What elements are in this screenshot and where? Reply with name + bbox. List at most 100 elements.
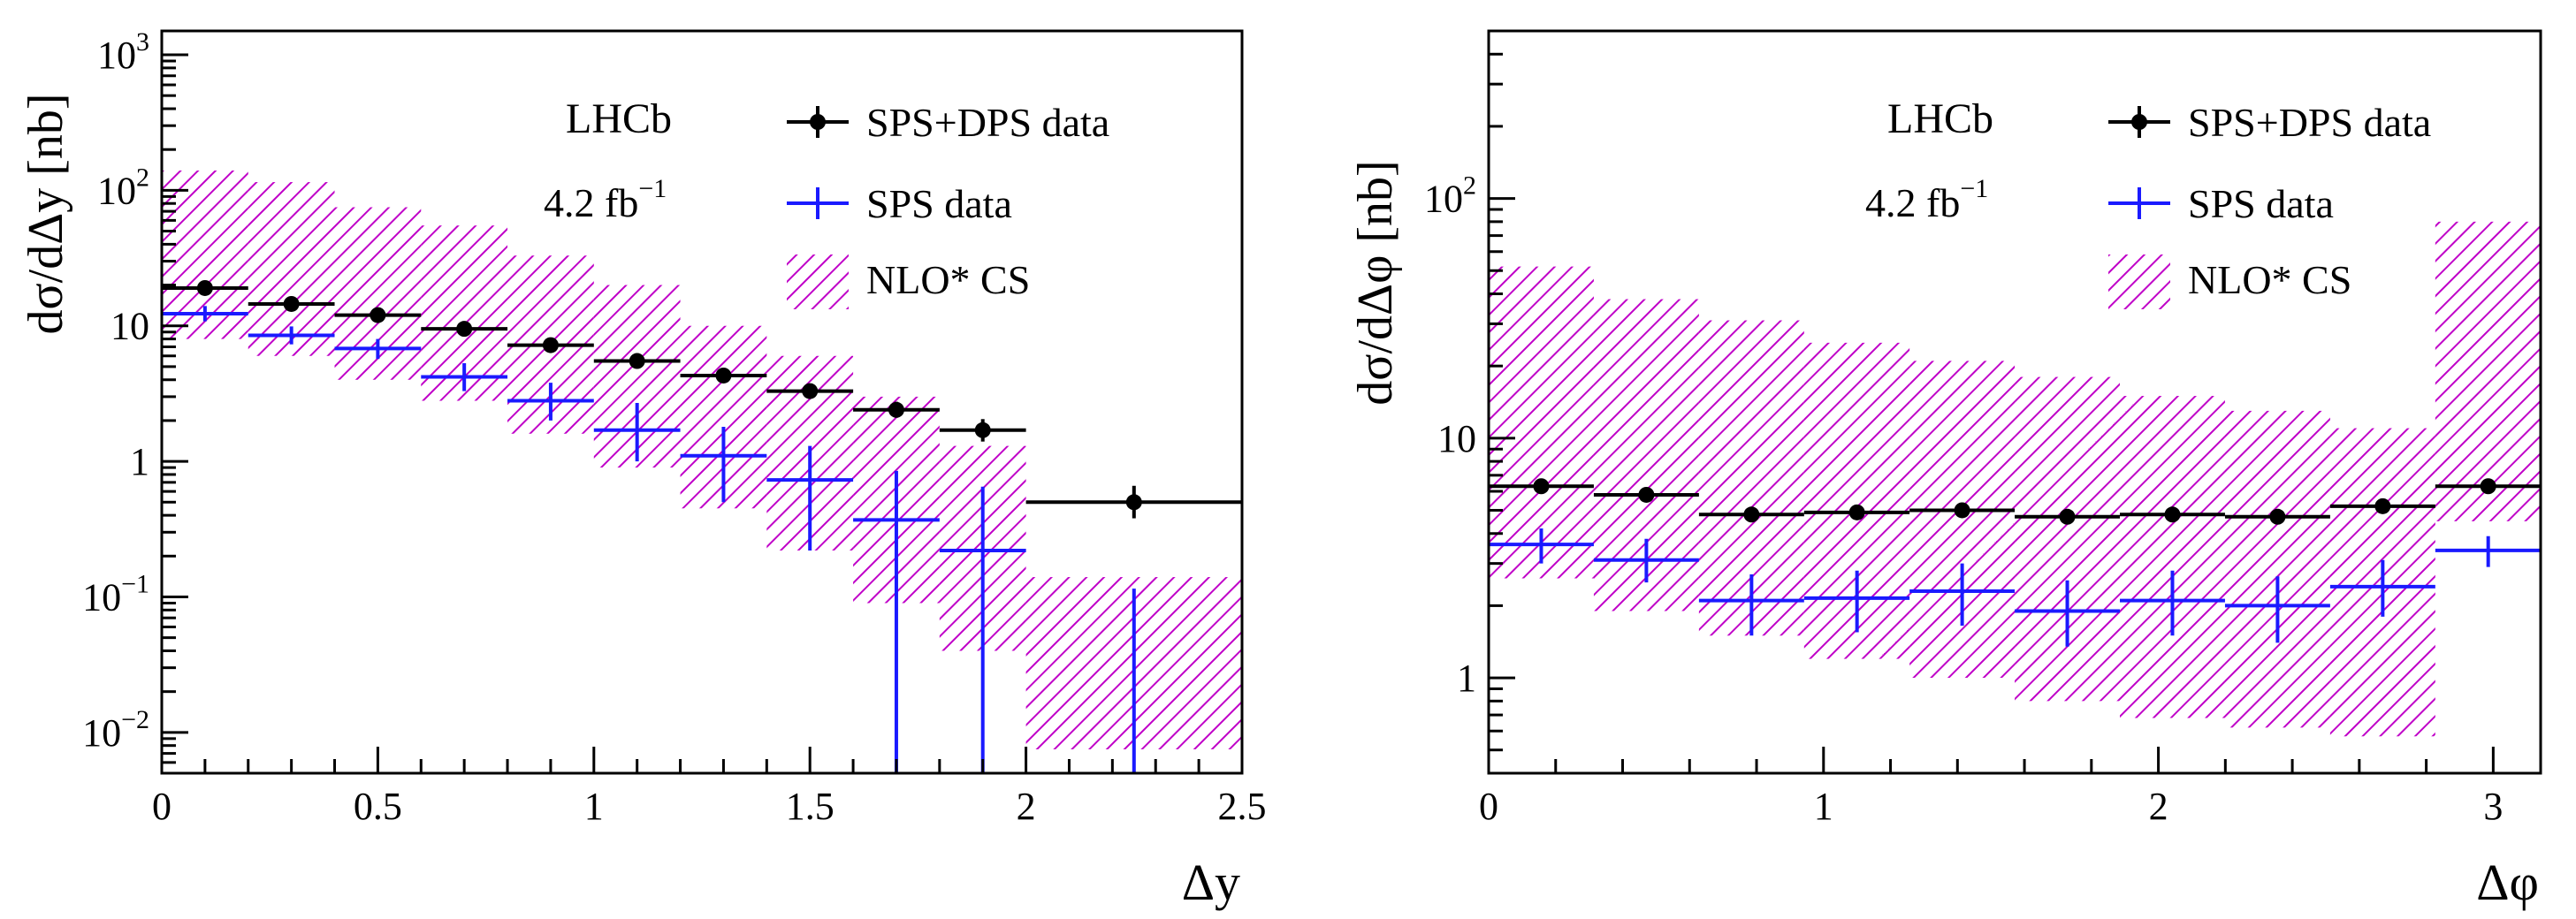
x-tick-label: 2 [2149, 785, 2168, 828]
nlo-band-layer [162, 170, 1242, 749]
data-point [507, 337, 594, 353]
marker [1954, 502, 1970, 519]
legend-entry-sps: SPS data [2108, 181, 2334, 226]
x-tick-label: 2 [1017, 785, 1036, 828]
annotation: LHCb 4.2 fb−1 [544, 95, 672, 225]
legend-entry-sps-dps: SPS+DPS data [2108, 100, 2431, 145]
data-point [421, 321, 508, 338]
legend-label-nlo: NLO* CS [866, 257, 1030, 302]
data-point [334, 338, 422, 360]
nlo-band-bin-9 [2435, 221, 2541, 521]
data-point [593, 402, 681, 462]
marker [2374, 497, 2391, 514]
y-axis-title: dσ/dΔy [nb] [19, 93, 73, 334]
legend-label-nlo: NLO* CS [2188, 257, 2351, 302]
data-series-layer [1489, 478, 2541, 647]
data-point [939, 419, 1026, 442]
x-tick-label: 1 [584, 785, 604, 828]
marker [456, 321, 473, 338]
data-point [2329, 497, 2435, 514]
x-tick-label: 0 [152, 785, 171, 828]
x-tick-label: 1.5 [786, 785, 835, 828]
data-point [2224, 576, 2330, 643]
marker [1125, 494, 1142, 511]
data-point [939, 486, 1026, 773]
data-point [853, 470, 940, 773]
nlo-band-bin-6 [2120, 396, 2225, 718]
marker [196, 279, 213, 296]
plot-frame [160, 29, 1244, 775]
x-tick-label: 1 [1814, 785, 1833, 828]
data-point [248, 295, 335, 312]
marker [2269, 508, 2286, 525]
x-tick-label: 3 [2483, 785, 2503, 828]
marker [1743, 506, 1760, 523]
y-tick-label: 10−1 [82, 569, 149, 619]
data-point [1489, 478, 1594, 495]
luminosity-label: 4.2 fb−1 [544, 174, 667, 225]
data-point [853, 401, 940, 418]
legend-entry-nlo: NLO* CS [2108, 254, 2351, 309]
marker [802, 383, 819, 399]
y-axis-title: dσ/dΔφ [nb] [1348, 160, 1403, 405]
y-tick-label: 103 [97, 27, 149, 77]
marker [370, 307, 386, 323]
nlo-band-bin-5 [2015, 376, 2121, 702]
data-point [680, 426, 767, 503]
legend-entry-sps: SPS data [787, 181, 1012, 226]
nlo-band-layer [1489, 221, 2541, 737]
data-point [2015, 580, 2121, 647]
marker [715, 367, 732, 384]
marker [2059, 508, 2076, 525]
annotation: LHCb 4.2 fb−1 [1865, 95, 1993, 225]
data-point [162, 279, 248, 296]
data-point [1803, 570, 1910, 633]
legend: SPS+DPS data SPS data NLO* CS [2108, 100, 2431, 309]
data-point [2435, 478, 2541, 495]
marker [1638, 486, 1655, 503]
data-point [766, 383, 854, 399]
data-point [2120, 506, 2225, 523]
legend-label-sps: SPS data [2188, 181, 2334, 226]
data-point [1025, 485, 1242, 519]
experiment-label: LHCb [566, 95, 672, 142]
experiment-label: LHCb [1887, 95, 1993, 142]
marker [1533, 478, 1550, 495]
x-tick-label: 0 [1479, 785, 1498, 828]
data-point [1909, 563, 2016, 627]
marker [2164, 506, 2181, 523]
series-sps-data [162, 306, 1136, 773]
y-tick-label: 102 [97, 163, 149, 212]
series-sps-dps-data [1489, 478, 2541, 525]
data-point [2435, 535, 2541, 567]
y-tick-label: 10−2 [82, 705, 149, 755]
data-point [1593, 538, 1699, 583]
legend-entry-nlo: NLO* CS [787, 254, 1030, 309]
luminosity-value: 4.2 fb [544, 180, 638, 225]
x-axis-title: Δy [1182, 854, 1240, 911]
y-tick-label: 102 [1424, 171, 1476, 221]
axis-ticks: 0 1 2 3 1 10 102 [1424, 29, 2503, 828]
axis-ticks: 0 0.5 1 1.5 2 2.5 10−2 10−1 1 10 102 103 [82, 27, 1266, 828]
legend-label-sps-dps: SPS+DPS data [866, 100, 1109, 145]
data-point [1489, 528, 1594, 564]
luminosity-value: 4.2 fb [1865, 180, 1960, 225]
data-point [2120, 570, 2225, 636]
marker [283, 295, 300, 312]
data-point [680, 367, 767, 384]
marker [2480, 478, 2496, 495]
data-series-layer [162, 279, 1242, 773]
data-point [1698, 506, 1804, 523]
nlo-band-bin-4 [1909, 361, 2016, 679]
data-point [2015, 508, 2121, 525]
data-point [2224, 508, 2330, 525]
data-point [162, 306, 248, 322]
plot-frame [1487, 29, 2542, 775]
y-tick-label: 10 [1437, 417, 1476, 460]
data-point [1803, 504, 1910, 520]
marker [974, 422, 991, 438]
series-sps-dps-data [162, 279, 1242, 519]
luminosity-exponent: −1 [638, 174, 667, 203]
